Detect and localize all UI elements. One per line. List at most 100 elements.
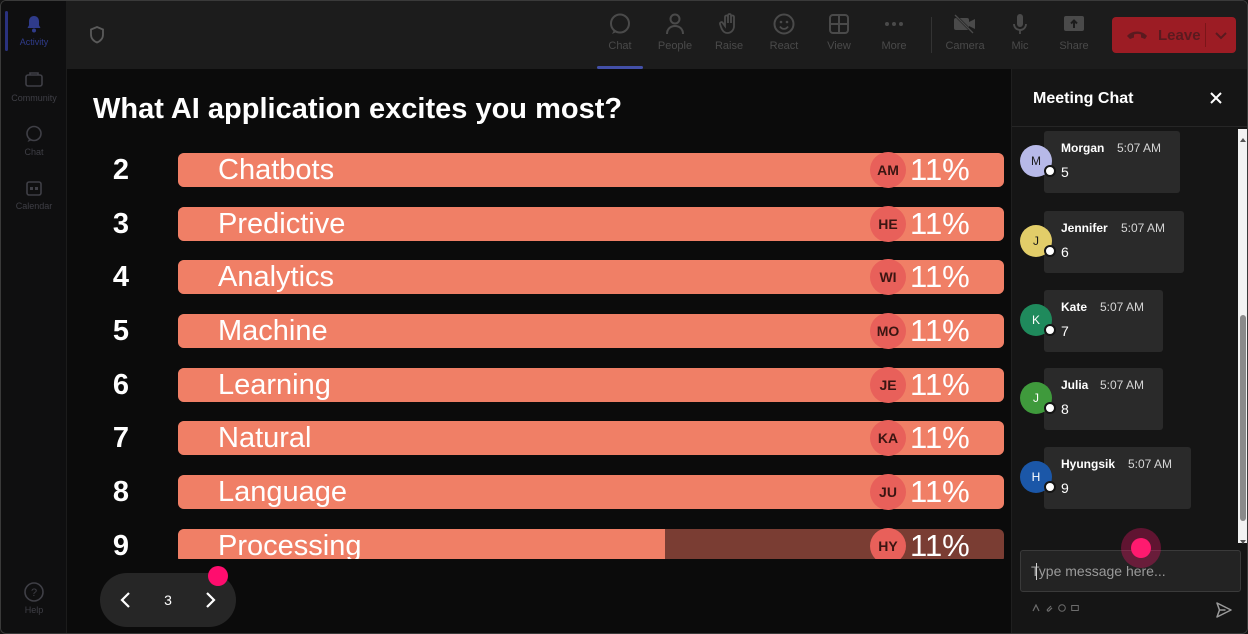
raise-hand-icon xyxy=(716,11,742,37)
option-percent: 11% xyxy=(910,475,970,509)
rail-item-chat[interactable]: Chat xyxy=(1,115,67,167)
poll-option-row: 9 Processing 11% HY xyxy=(67,527,1010,559)
toolbar-label: Share xyxy=(1059,40,1089,52)
chat-message: Julia 5:07 AM 8 J xyxy=(1012,368,1238,432)
poll-option-row: 6 Learning 11% JE xyxy=(67,366,1010,404)
option-bar: Processing 11% xyxy=(178,529,1004,559)
rail-item-label: Community xyxy=(11,93,57,103)
page-number: 3 xyxy=(164,592,172,608)
option-bar: Natural 11% xyxy=(178,421,1004,455)
rail-item-help[interactable]: ? Help xyxy=(1,573,67,625)
attach-icon[interactable] xyxy=(1045,604,1053,612)
option-number: 5 xyxy=(112,315,130,347)
leave-label: Leave xyxy=(1158,26,1201,44)
rail-item-activity[interactable]: Activity xyxy=(1,5,67,57)
app-rail: Activity Community Chat Calendar ? Help xyxy=(1,1,67,633)
close-icon xyxy=(1210,92,1222,104)
format-icon[interactable] xyxy=(1032,603,1040,612)
chevron-right-icon xyxy=(206,592,216,608)
toolbar-people-button[interactable]: People xyxy=(650,11,700,61)
chat-title: Meeting Chat xyxy=(1033,90,1134,107)
toolbar-share-button[interactable]: Share xyxy=(1049,11,1099,61)
phone-hangup-icon xyxy=(1126,28,1148,42)
share-icon xyxy=(1061,11,1087,37)
toolbar-react-button[interactable]: React xyxy=(759,11,809,61)
scroll-down-icon[interactable] xyxy=(1239,533,1247,544)
leave-button[interactable]: Leave xyxy=(1112,17,1236,53)
svg-text:?: ? xyxy=(31,587,37,599)
rail-item-calendar[interactable]: Calendar xyxy=(1,169,67,221)
text-caret xyxy=(1036,563,1037,580)
option-bar: Analytics 11% xyxy=(178,260,1004,294)
toolbar-view-button[interactable]: View xyxy=(814,11,864,61)
option-bar: Predictive 11% xyxy=(178,207,1004,241)
option-number: 4 xyxy=(112,261,130,293)
message-text: 5 xyxy=(1061,164,1069,180)
more-icon xyxy=(881,11,907,37)
toolbar-chat-button[interactable]: Chat xyxy=(595,11,645,69)
toolbar-mic-button[interactable]: Mic xyxy=(995,11,1045,61)
message-time: 5:07 AM xyxy=(1100,378,1145,392)
option-label: Analytics xyxy=(218,261,335,293)
rail-item-community[interactable]: Community xyxy=(1,61,67,113)
calendar-icon xyxy=(23,177,45,199)
toolbar-label: Mic xyxy=(1011,40,1029,52)
option-percent: 11% xyxy=(910,314,970,348)
rail-item-label: Help xyxy=(24,605,44,615)
voter-avatar: KA xyxy=(870,420,906,456)
toolbar-raise-button[interactable]: Raise xyxy=(704,11,754,61)
message-text: 8 xyxy=(1061,401,1069,417)
chevron-down-icon[interactable] xyxy=(1214,28,1228,42)
option-label: Learning xyxy=(218,369,331,401)
chat-icon xyxy=(607,11,633,37)
message-time: 5:07 AM xyxy=(1121,221,1166,235)
option-label: Language xyxy=(218,476,348,508)
chat-message: Morgan 5:07 AM 5 M xyxy=(1012,131,1238,195)
toolbar-camera-button[interactable]: Camera xyxy=(940,11,990,61)
option-percent: 11% xyxy=(910,207,970,241)
next-page-button[interactable] xyxy=(198,588,222,612)
message-text: 9 xyxy=(1061,480,1069,496)
poll-option-row: 5 Machine 11% MO xyxy=(67,312,1010,350)
chat-message: Kate 5:07 AM 7 K xyxy=(1012,290,1238,354)
scroll-up-icon[interactable] xyxy=(1239,131,1247,142)
option-percent: 11% xyxy=(910,529,970,559)
mic-icon xyxy=(1007,11,1033,37)
chat-messages: Morgan 5:07 AM 5 M Jennifer 5:07 AM 6 J Kate 5:07… xyxy=(1012,129,1238,543)
option-bar-fill xyxy=(178,153,1004,187)
presence-status-icon xyxy=(1044,481,1056,493)
sender-name: Julia xyxy=(1061,378,1089,392)
poll-option-row: 7 Natural 11% KA xyxy=(67,419,1010,457)
close-chat-button[interactable] xyxy=(1208,90,1224,106)
voter-avatar: JU xyxy=(870,474,906,510)
option-number: 6 xyxy=(112,369,130,401)
gif-icon[interactable] xyxy=(1071,604,1079,612)
help-icon: ? xyxy=(23,581,45,603)
send-button[interactable] xyxy=(1215,601,1233,619)
message-bubble: Kate 5:07 AM 7 xyxy=(1044,290,1163,352)
leave-divider xyxy=(1205,23,1206,47)
click-marker xyxy=(1131,538,1151,558)
message-composer xyxy=(1020,550,1241,592)
click-marker xyxy=(208,566,228,586)
emoji-icon[interactable] xyxy=(1058,604,1066,612)
message-input[interactable] xyxy=(1031,551,1231,591)
poll-option-row: 3 Predictive 11% HE xyxy=(67,205,1010,243)
option-bar-fill xyxy=(178,368,1004,402)
toolbar-more-button[interactable]: More xyxy=(869,11,919,61)
option-label: Processing xyxy=(218,530,362,559)
message-text: 7 xyxy=(1061,323,1069,339)
option-label: Predictive xyxy=(218,208,346,240)
people-icon xyxy=(662,11,688,37)
option-bar-fill xyxy=(178,421,1004,455)
option-label: Machine xyxy=(218,315,328,347)
option-bar-fill xyxy=(178,260,1004,294)
scroll-thumb[interactable] xyxy=(1240,315,1246,521)
meeting-chat-panel: Meeting Chat Morgan 5:07 AM 5 M Jennifer 5:07… xyxy=(1011,69,1247,633)
poll-option-row: 2 Chatbots 11% AM xyxy=(67,151,1010,189)
previous-page-button[interactable] xyxy=(114,588,138,612)
option-label: Natural xyxy=(218,422,312,454)
toolbar-label: Raise xyxy=(714,40,744,52)
message-bubble: Julia 5:07 AM 8 xyxy=(1044,368,1163,430)
chat-scrollbar[interactable] xyxy=(1238,129,1247,544)
